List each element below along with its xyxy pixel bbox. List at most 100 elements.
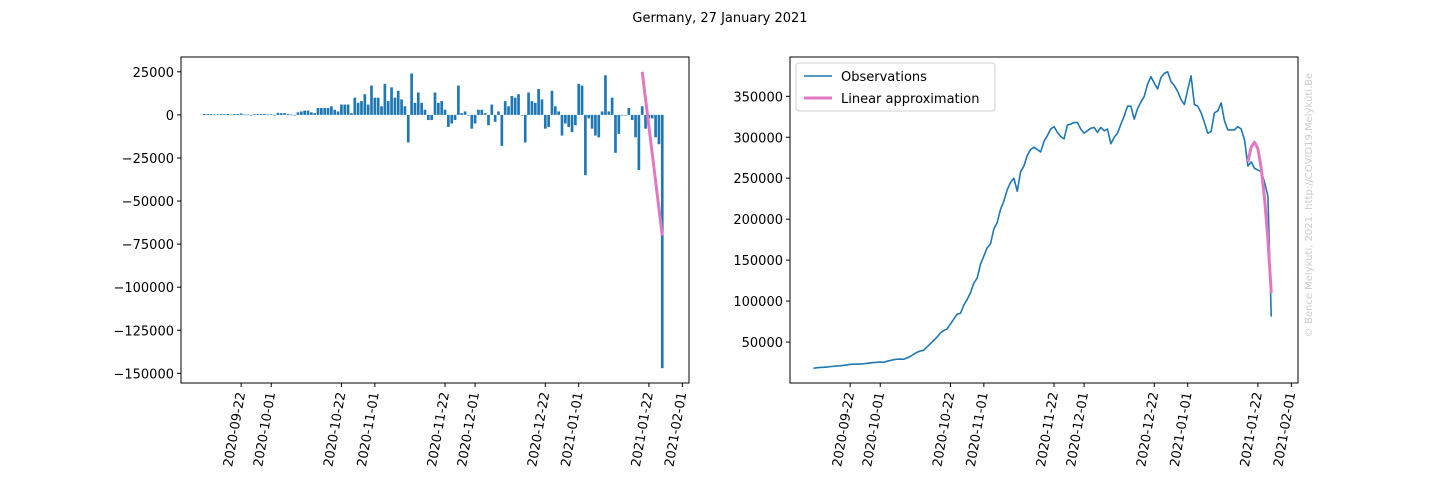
bar: [463, 111, 467, 115]
y-tick-label: −125000: [113, 324, 174, 339]
bar: [293, 114, 296, 116]
bar: [360, 101, 363, 115]
y-tick-label: −25000: [122, 152, 174, 167]
y-tick-label: 50000: [742, 336, 783, 351]
bar: [243, 114, 246, 116]
bar: [346, 104, 350, 115]
bar: [630, 114, 634, 121]
bar: [597, 114, 601, 138]
bar: [313, 113, 317, 115]
bar: [607, 111, 611, 115]
bar: [413, 102, 417, 115]
bar: [416, 92, 420, 115]
bar: [370, 85, 373, 115]
bar: [203, 114, 206, 115]
bar: [376, 97, 380, 115]
axes: 25000 0 −25000 −50000 −75000 −100000 −125000 −1…: [113, 56, 690, 468]
x-tick-label: 2020-11-01: [964, 391, 992, 468]
bar: [497, 111, 500, 115]
bar: [443, 109, 447, 115]
bar: [306, 110, 310, 115]
bar: [393, 97, 397, 115]
x-tick-label: 2020-12-01: [455, 391, 483, 468]
bar: [383, 83, 387, 115]
legend-box: [795, 62, 996, 112]
x-tick-label: 2021-01-22: [1238, 391, 1266, 468]
bar: [266, 114, 270, 116]
bar: [517, 94, 520, 115]
bar: [363, 94, 367, 115]
bar: [343, 104, 347, 115]
bar: [457, 85, 460, 115]
bar: [510, 95, 514, 115]
y-tick-label: 100000: [733, 295, 783, 310]
line-series: [813, 70, 1273, 370]
bar: [233, 114, 236, 115]
x-tick-label: 2021-01-22: [629, 391, 657, 468]
bar: [353, 97, 357, 115]
bar: [350, 113, 353, 115]
bar: [614, 114, 617, 153]
bar: [320, 108, 323, 115]
bar: [640, 106, 644, 115]
x-tick-label: 2021-01-01: [1168, 391, 1196, 468]
bar: [403, 106, 407, 115]
bar: [543, 114, 547, 129]
bar: [223, 114, 226, 115]
x-tick-label: 2021-02-01: [1271, 391, 1299, 468]
axes-frame: [180, 56, 690, 384]
y-tick-label: −75000: [122, 238, 174, 253]
bar: [229, 114, 233, 116]
bar: [500, 114, 504, 146]
bar: [426, 114, 430, 121]
y-tick-label: 300000: [733, 131, 783, 146]
x-tick-label: 2020-11-22: [425, 391, 453, 468]
bar: [634, 114, 637, 138]
bar: [574, 114, 577, 126]
x-tick-label: 2020-12-22: [1134, 391, 1162, 468]
x-tick-label: 2020-10-01: [251, 391, 279, 468]
y-tick-label: 250000: [733, 172, 783, 187]
bar: [650, 114, 654, 119]
bar: [283, 113, 286, 115]
line-series: [640, 71, 664, 236]
bar: [286, 114, 290, 115]
x-tick-label: 2020-09-22: [221, 391, 249, 468]
y-tick-label: −100000: [113, 281, 174, 296]
bar: [570, 114, 574, 133]
x-tick-label: 2020-12-01: [1064, 391, 1092, 468]
bar: [553, 106, 557, 115]
bar: [437, 102, 440, 115]
watermark: © Bence Melykuti, 2021. http://COVID19.M…: [1304, 73, 1315, 337]
bar: [654, 114, 657, 138]
bar: [487, 114, 490, 126]
x-tick-label: 2020-10-01: [860, 391, 888, 468]
y-tick-label: −50000: [122, 195, 174, 210]
bar: [450, 114, 454, 124]
x-tick-label: 2020-10-22: [930, 391, 958, 468]
bar: [594, 114, 597, 136]
bar: [239, 113, 243, 115]
bar: [226, 114, 230, 115]
legend-label: Observations: [841, 70, 927, 85]
bar: [460, 113, 464, 115]
bar: [433, 92, 437, 115]
bar: [253, 114, 256, 115]
bar: [440, 101, 444, 115]
bar: [236, 114, 240, 115]
x-tick-label: 2020-12-22: [525, 391, 553, 468]
bar: [564, 114, 567, 124]
x-tick-label: 2021-01-01: [559, 391, 587, 468]
bar: [386, 101, 390, 115]
bar: [366, 104, 370, 115]
y-tick-label: 150000: [733, 254, 783, 269]
bar: [396, 90, 400, 115]
bar: [477, 109, 480, 115]
bar: [580, 85, 584, 115]
bar: [430, 114, 433, 121]
bar: [604, 75, 607, 115]
bar: [453, 114, 457, 121]
bar: [467, 114, 470, 116]
bar: [657, 114, 661, 145]
x-tick-label: 2020-11-01: [355, 391, 383, 468]
